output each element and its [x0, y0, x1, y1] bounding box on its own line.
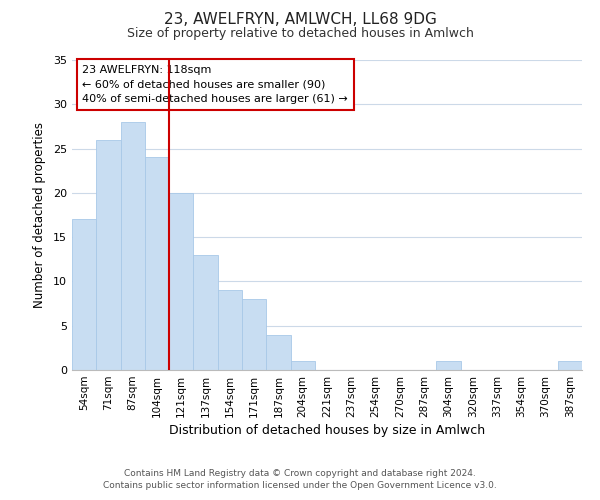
Text: Contains public sector information licensed under the Open Government Licence v3: Contains public sector information licen… — [103, 481, 497, 490]
Bar — [145, 158, 169, 370]
Text: 23 AWELFRYN: 118sqm
← 60% of detached houses are smaller (90)
40% of semi-detach: 23 AWELFRYN: 118sqm ← 60% of detached ho… — [82, 64, 348, 104]
Bar — [290, 361, 315, 370]
Bar — [96, 140, 121, 370]
Bar — [242, 299, 266, 370]
Bar — [436, 361, 461, 370]
X-axis label: Distribution of detached houses by size in Amlwch: Distribution of detached houses by size … — [169, 424, 485, 437]
Text: Size of property relative to detached houses in Amlwch: Size of property relative to detached ho… — [127, 28, 473, 40]
Bar — [121, 122, 145, 370]
Bar — [193, 255, 218, 370]
Y-axis label: Number of detached properties: Number of detached properties — [33, 122, 46, 308]
Bar — [558, 361, 582, 370]
Bar — [266, 334, 290, 370]
Bar — [72, 220, 96, 370]
Text: Contains HM Land Registry data © Crown copyright and database right 2024.: Contains HM Land Registry data © Crown c… — [124, 468, 476, 477]
Bar — [169, 193, 193, 370]
Text: 23, AWELFRYN, AMLWCH, LL68 9DG: 23, AWELFRYN, AMLWCH, LL68 9DG — [164, 12, 436, 28]
Bar — [218, 290, 242, 370]
